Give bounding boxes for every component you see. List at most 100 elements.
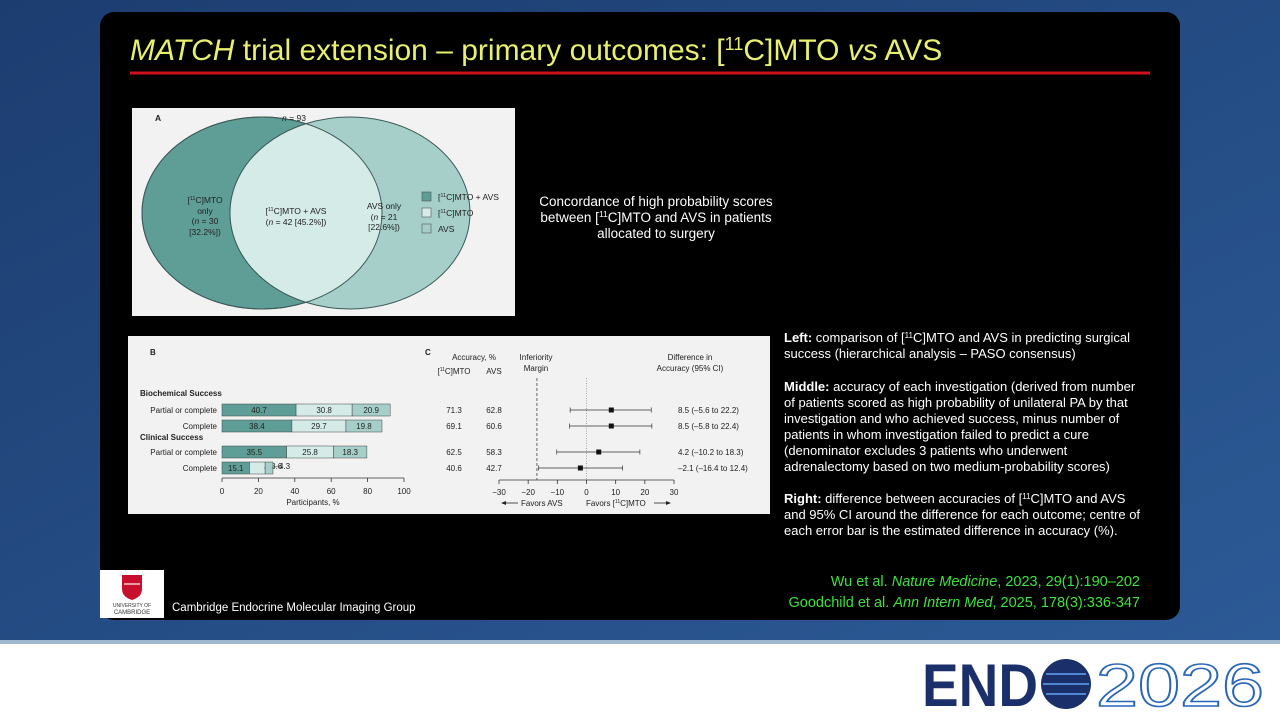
bar-label: 19.8 <box>356 422 372 431</box>
venn-right-label: [22.6%]) <box>368 222 400 232</box>
text-part: Wu et al. <box>831 574 892 590</box>
legend-swatch <box>421 191 432 202</box>
legend-swatch <box>421 223 432 234</box>
text-part: n <box>268 217 273 227</box>
legend-swatch <box>421 207 432 218</box>
reference: Wu et al. Nature Medicine, 2023, 29(1):1… <box>831 574 1140 590</box>
label-leader <box>271 465 279 469</box>
x-tick-label: 10 <box>611 488 620 497</box>
estimate <box>577 465 583 471</box>
text-part: C]MTO and AVS in patients <box>608 210 772 225</box>
note-line: and 95% CI around the difference for eac… <box>784 507 1140 522</box>
venn-legend: [11C]MTO + AVS [11C]MTO AVS <box>421 191 499 234</box>
bar-label: 30.8 <box>316 406 332 415</box>
text-part: 11 <box>599 209 608 219</box>
bar-segment <box>249 461 266 475</box>
arrow-head <box>501 501 506 505</box>
text-part: difference between accuracies of [ <box>822 491 1023 506</box>
text-part: Right: <box>784 491 822 506</box>
estimate <box>596 449 602 455</box>
venn-left-label: only <box>197 206 213 216</box>
title-part: C]MTO <box>743 34 847 67</box>
note-line: of patients scored as high probability o… <box>784 395 1128 410</box>
caption-line: Concordance of high probability scores <box>539 194 773 209</box>
text-part: 11 <box>905 331 914 340</box>
bar-segment <box>351 403 391 417</box>
notes: Left: comparison of [11C]MTO and AVS in … <box>784 330 1140 538</box>
text-part: , 2025, 178(3):336-347 <box>992 595 1140 611</box>
note-line: each error bar is the estimated differen… <box>784 523 1118 538</box>
category-label: Partial or complete <box>150 448 217 457</box>
text-part: Nature Medicine <box>892 574 998 590</box>
category-label: Complete <box>183 422 218 431</box>
bar-label: 20.9 <box>363 406 379 415</box>
bar-label: 35.5 <box>247 448 263 457</box>
text-part: = 93 <box>287 113 306 123</box>
x-tick-label: −10 <box>551 488 565 497</box>
x-axis-label: Participants, % <box>286 498 339 507</box>
text-part: n <box>282 113 287 123</box>
university-name: UNIVERSITY OF <box>113 603 151 609</box>
text-part: 11 <box>190 196 196 202</box>
text-part: C]MTO and AVS in predicting surgical <box>913 330 1130 345</box>
legend-label: [11C]MTO <box>438 208 474 218</box>
ci-header: Difference in <box>668 353 713 362</box>
text-part: comparison of [ <box>812 330 905 345</box>
note-line: Right: difference between accuracies of … <box>784 491 1126 506</box>
logo-globe-lines <box>1043 673 1089 695</box>
column-header: [11C]MTO <box>437 367 470 376</box>
ci-label: 8.5 (–5.8 to 22.4) <box>678 422 739 431</box>
column-header: AVS <box>486 367 501 376</box>
text-part: 11 <box>440 209 446 215</box>
logo-text: END <box>922 652 1038 719</box>
note-line: adrenalectomy based on two medium-probab… <box>784 459 1110 474</box>
title-part: AVS <box>878 34 942 67</box>
venn-overlap <box>229 117 382 309</box>
bar-label: 29.7 <box>311 422 327 431</box>
text-part: C]MTO + AVS <box>274 206 327 216</box>
x-tick-label: 30 <box>670 488 679 497</box>
accuracy-value: 62.8 <box>486 406 502 415</box>
venn-labels: A n = 93 [11C]MTO only (n = 30 [32.2%]) … <box>155 113 402 237</box>
bar-label: 38.4 <box>249 422 265 431</box>
text-part: accuracy of each investigation (derived … <box>830 379 1136 394</box>
note-line: Left: comparison of [11C]MTO and AVS in … <box>784 330 1130 345</box>
note-line: investigation and who achieved success, … <box>784 411 1120 426</box>
text-part: [ <box>438 208 441 218</box>
legend-label: [11C]MTO + AVS <box>438 192 499 202</box>
group-name: Cambridge Endocrine Molecular Imaging Gr… <box>172 602 416 614</box>
bar-segment <box>345 419 383 433</box>
venn-center-label: [11C]MTO + AVS <box>266 206 327 216</box>
text-part: ( <box>192 216 195 226</box>
accuracy-value: 42.7 <box>486 464 502 473</box>
text-part: [ <box>438 192 441 202</box>
title-part: 11 <box>725 34 744 54</box>
university-name: CAMBRIDGE <box>114 610 150 616</box>
reference: Goodchild et al. Ann Intern Med, 2025, 1… <box>789 595 1140 611</box>
note-line: patients in whom investigation failed to… <box>784 427 1089 442</box>
text-part: between [ <box>540 210 599 225</box>
venn-right-label: (n = 21 <box>371 212 398 222</box>
text-part: = 21 <box>378 212 397 222</box>
venn-left-label: (n = 30 <box>192 216 219 226</box>
bar-segment <box>264 461 274 475</box>
legend-label: AVS <box>438 224 455 234</box>
text-part: 11 <box>1022 492 1031 501</box>
estimate <box>608 407 614 413</box>
text-part: Ann Intern Med <box>892 595 993 611</box>
venn-right-label: AVS only <box>367 201 402 211</box>
venn-center-label: (n = 42 [45.2%]) <box>266 217 327 227</box>
x-tick-label: −20 <box>521 488 535 497</box>
references: Wu et al. Nature Medicine, 2023, 29(1):1… <box>789 574 1140 611</box>
ci-label: 8.5 (–5.6 to 22.2) <box>678 406 739 415</box>
text-part: C]MTO and AVS <box>1031 491 1126 506</box>
group-label: Clinical Success <box>140 433 204 442</box>
title-part: trial extension – primary outcomes: [ <box>234 34 725 67</box>
category-label: Partial or complete <box>150 406 217 415</box>
caption: Concordance of high probability scores b… <box>539 194 773 241</box>
bar-label: 18.3 <box>342 448 358 457</box>
text-part: AVS <box>438 224 455 234</box>
bar-segment <box>333 445 368 459</box>
